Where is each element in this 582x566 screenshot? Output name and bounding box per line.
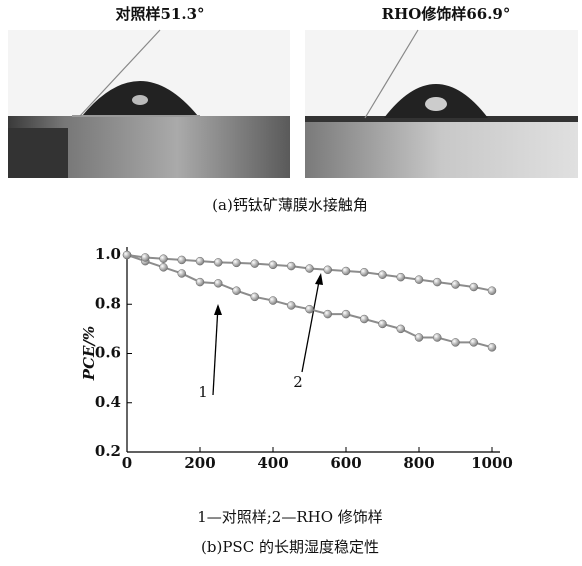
- point: [196, 278, 204, 286]
- photo-rho: [305, 30, 578, 178]
- point: [233, 287, 241, 295]
- point: [452, 338, 460, 346]
- legend-note: 1—对照样;2—RHO 修饰样: [197, 508, 383, 526]
- point: [488, 343, 496, 351]
- point: [160, 255, 168, 263]
- point: [178, 269, 186, 277]
- point: [433, 333, 441, 341]
- y-tick-label: 0.8: [95, 294, 121, 312]
- point: [269, 261, 277, 269]
- point: [488, 287, 496, 295]
- caption: (a)钙钛矿薄膜水接触角: [212, 196, 368, 214]
- y-tick-label: 0.4: [95, 393, 121, 411]
- point: [415, 276, 423, 284]
- point: [306, 305, 314, 313]
- annotation-arrow: [302, 276, 320, 372]
- caption: (b)PSC 的长期湿度稳定性: [201, 538, 379, 556]
- x-tick-label: 0: [122, 454, 132, 472]
- point: [141, 253, 149, 261]
- point: [360, 268, 368, 276]
- x-tick-label: 600: [330, 454, 361, 472]
- point: [123, 251, 131, 259]
- point: [342, 267, 350, 275]
- point: [470, 283, 478, 291]
- point: [342, 310, 350, 318]
- annotation: 1: [198, 383, 208, 401]
- arrow-head: [214, 304, 222, 315]
- point: [196, 257, 204, 265]
- point: [470, 338, 478, 346]
- point: [379, 320, 387, 328]
- y-tick-label: 1.0: [95, 245, 121, 263]
- y-tick-label: 0.6: [95, 344, 121, 362]
- y-tick-label: 0.2: [95, 442, 121, 460]
- point: [324, 310, 332, 318]
- annotation: 2: [293, 373, 303, 391]
- photo-control: [8, 30, 290, 178]
- point: [452, 281, 460, 289]
- point: [287, 262, 295, 270]
- point: [233, 259, 241, 267]
- point: [214, 258, 222, 266]
- point: [433, 278, 441, 286]
- point: [251, 260, 259, 268]
- photo-label: RHO修饰样66.9°: [382, 5, 511, 23]
- annotation-arrow: [213, 306, 218, 395]
- point: [214, 279, 222, 287]
- figure: 对照样51.3° RHO修饰样66.9° (a)钙钛矿薄膜水接触角 PCE/% …: [0, 0, 582, 562]
- x-tick-label: 400: [257, 454, 288, 472]
- point: [397, 325, 405, 333]
- point: [251, 293, 259, 301]
- point: [178, 256, 186, 264]
- point: [379, 271, 387, 279]
- point: [397, 273, 405, 281]
- point: [324, 266, 332, 274]
- point: [306, 265, 314, 273]
- point: [287, 301, 295, 309]
- photo-label: 对照样51.3°: [115, 5, 204, 23]
- x-tick-label: 1000: [471, 454, 513, 472]
- point: [360, 315, 368, 323]
- point: [269, 297, 277, 305]
- x-tick-label: 800: [403, 454, 434, 472]
- arrow-head: [315, 273, 323, 285]
- x-tick-label: 200: [184, 454, 215, 472]
- point: [160, 263, 168, 271]
- point: [415, 333, 423, 341]
